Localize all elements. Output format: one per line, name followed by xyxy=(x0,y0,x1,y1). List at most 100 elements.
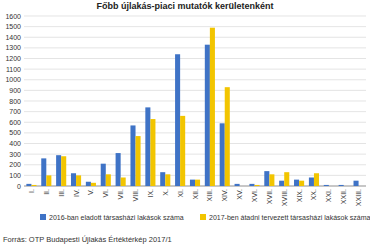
x-tick-label: XXI. xyxy=(325,189,332,202)
y-tick-label: 600 xyxy=(9,119,21,126)
legend-swatch xyxy=(200,214,206,220)
bar xyxy=(145,107,150,186)
bar xyxy=(264,171,269,186)
bar xyxy=(116,153,121,186)
x-tick-label: XVI. xyxy=(251,189,258,202)
y-tick-label: 1300 xyxy=(5,44,21,51)
x-tick-label: XIX. xyxy=(296,189,303,202)
legend-swatch xyxy=(40,214,46,220)
x-tick-label: V. xyxy=(87,189,94,195)
y-tick-label: 400 xyxy=(9,140,21,147)
grid-line xyxy=(24,164,366,165)
bar xyxy=(190,180,195,186)
y-tick-label: 0 xyxy=(17,183,21,190)
x-tick-label: XVII. xyxy=(266,189,273,204)
bar xyxy=(31,185,36,186)
bar xyxy=(130,125,135,186)
x-tick-label: IX. xyxy=(147,189,154,198)
bar xyxy=(240,186,245,187)
bar xyxy=(249,184,254,186)
grid-line xyxy=(24,37,366,38)
y-tick-label: 900 xyxy=(9,87,21,94)
bar xyxy=(309,178,314,187)
bar xyxy=(339,185,344,186)
bar xyxy=(354,181,359,186)
x-tick-label: II. xyxy=(43,189,50,195)
y-tick-label: 1600 xyxy=(5,13,21,20)
y-tick-label: 300 xyxy=(9,151,21,158)
legend-label: 2017-ben átadni tervezett társasházi lak… xyxy=(209,214,370,221)
grid-line xyxy=(24,101,366,102)
grid-line xyxy=(24,111,366,112)
bar xyxy=(210,28,215,186)
x-tick-label: XXII. xyxy=(340,189,347,204)
x-tick-label: VII. xyxy=(117,189,124,200)
bar xyxy=(225,87,230,186)
y-tick-label: 1000 xyxy=(5,76,21,83)
legend-label: 2016-ban eladott társasházi lakások szám… xyxy=(49,214,184,221)
bar xyxy=(46,175,51,186)
x-tick-label: III. xyxy=(58,189,65,197)
chart: Főbb újlakás-piaci mutatók kerületenként… xyxy=(0,0,370,248)
bar xyxy=(314,173,319,186)
x-tick-label: XI. xyxy=(177,189,184,198)
bar xyxy=(136,136,141,186)
x-tick-label: VI. xyxy=(102,189,109,198)
y-tick-label: 1400 xyxy=(5,34,21,41)
bar xyxy=(150,119,155,186)
bar xyxy=(26,184,31,186)
bars xyxy=(26,28,358,186)
x-tick-label: XIII. xyxy=(206,189,213,202)
bar xyxy=(269,174,274,186)
x-tick-label: XV. xyxy=(236,189,243,200)
bar xyxy=(56,155,61,186)
x-tick-label: XX. xyxy=(310,189,317,200)
grid-line xyxy=(24,132,366,133)
bar xyxy=(106,174,111,186)
grid-line xyxy=(24,26,366,27)
grid-line xyxy=(24,79,366,80)
y-tick-label: 800 xyxy=(9,98,21,105)
bar xyxy=(160,172,165,186)
bar xyxy=(180,116,185,186)
y-tick-label: 1200 xyxy=(5,55,21,62)
bar xyxy=(344,186,349,187)
grid-line xyxy=(24,122,366,123)
x-tick-label: IV. xyxy=(73,189,80,197)
grid-line xyxy=(24,90,366,91)
grid-line xyxy=(24,69,366,70)
bar xyxy=(71,173,76,186)
bar xyxy=(299,181,304,186)
y-tick-label: 500 xyxy=(9,129,21,136)
x-tick-label: XXIII. xyxy=(355,189,362,206)
y-tick-label: 200 xyxy=(9,161,21,168)
bar xyxy=(235,184,240,186)
bar xyxy=(279,181,284,186)
source: Forrás: OTP Budapesti Újlakás Értéktérké… xyxy=(3,235,172,244)
bar xyxy=(41,158,46,186)
bar xyxy=(195,180,200,186)
bar xyxy=(86,182,91,186)
bar xyxy=(294,180,299,186)
bar xyxy=(284,172,289,186)
grid-line xyxy=(24,16,366,17)
bar xyxy=(329,186,334,187)
x-tick-label: XVIII. xyxy=(281,189,288,206)
x-tick-label: XII. xyxy=(192,189,199,200)
bar xyxy=(165,174,170,186)
grid-line xyxy=(24,58,366,59)
y-tick-label: 1100 xyxy=(6,66,21,73)
bar xyxy=(324,185,329,186)
x-tick-label: X. xyxy=(162,189,169,196)
bar xyxy=(121,178,126,187)
x-tick-label: VIII. xyxy=(132,189,139,202)
bar xyxy=(175,54,180,186)
bar xyxy=(91,183,96,186)
bar xyxy=(76,175,81,186)
bar xyxy=(220,123,225,186)
bar xyxy=(254,185,259,186)
y-tick-label: 700 xyxy=(9,108,21,115)
bar xyxy=(359,186,364,187)
grid-line xyxy=(24,154,366,155)
x-tick-label: I. xyxy=(28,189,35,193)
